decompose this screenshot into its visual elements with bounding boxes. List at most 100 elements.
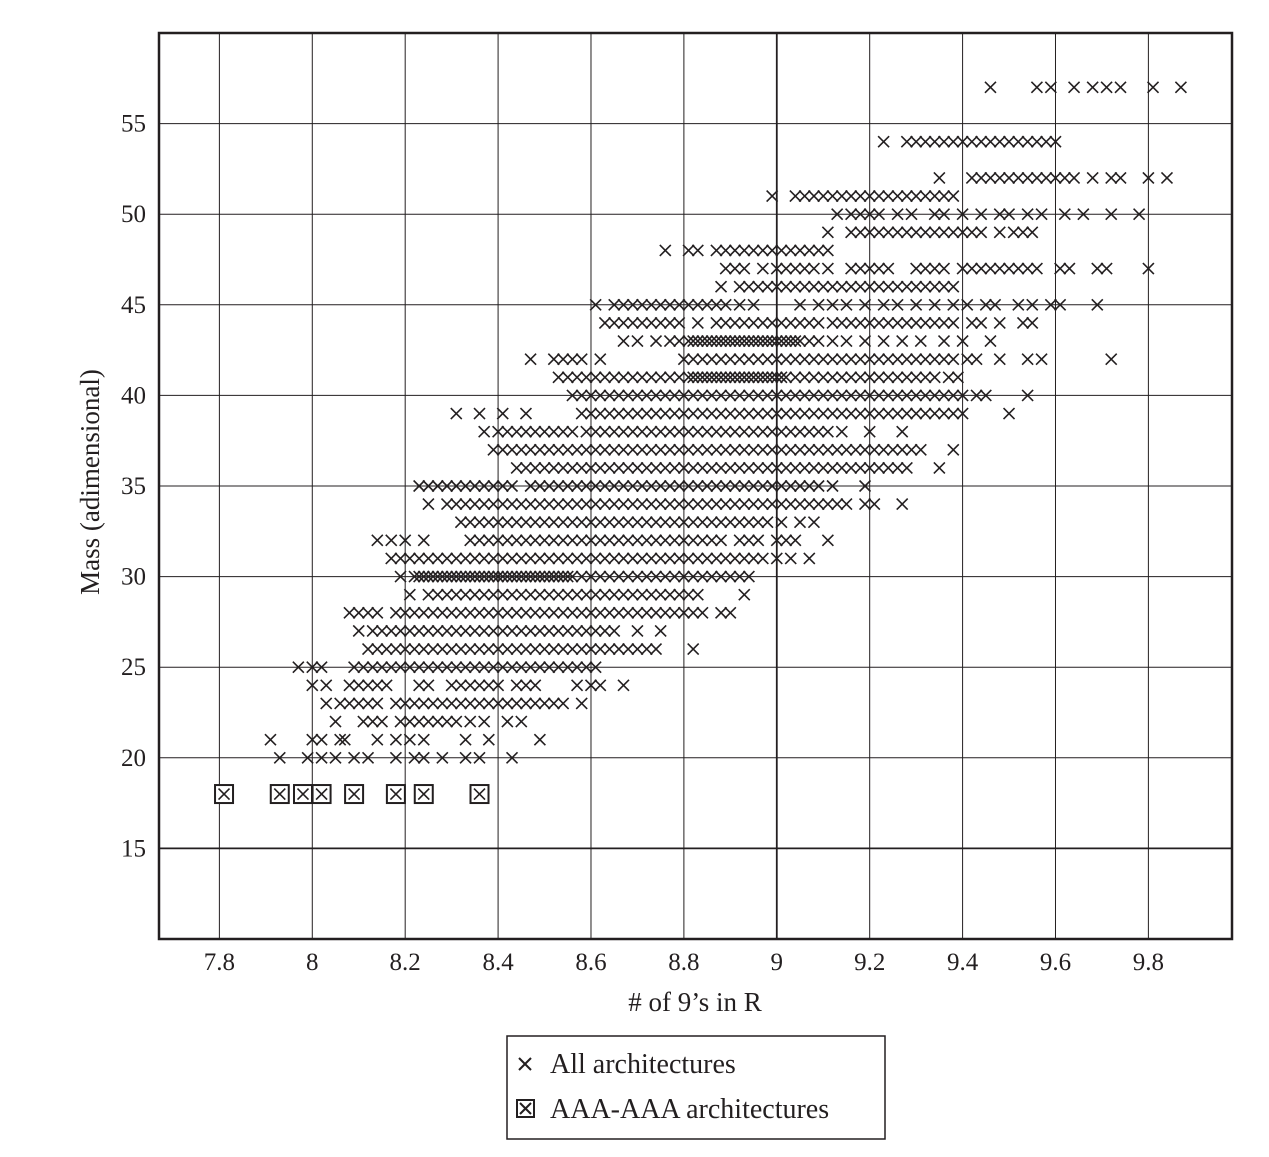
architecture-point [654,298,667,311]
architecture-point [719,443,732,456]
architecture-point [673,552,686,565]
architecture-point [426,606,440,619]
architecture-point [891,407,904,420]
architecture-point [608,443,621,456]
architecture-point [761,461,774,474]
architecture-point [515,588,528,601]
architecture-point [789,190,802,203]
architecture-point [793,244,807,257]
architecture-point [733,407,746,420]
architecture-point [352,697,365,710]
architecture-point [608,371,621,384]
architecture-point [775,498,788,511]
architecture-point [371,733,384,746]
architecture-point [431,715,444,728]
architecture-point [529,534,542,547]
architecture-point [701,552,714,565]
architecture-point [612,407,625,420]
architecture-point [598,552,611,565]
architecture-point [1012,171,1025,185]
architecture-point [552,624,565,638]
architecture-point [770,334,783,348]
architecture-point [919,226,932,239]
architecture-point [733,534,746,547]
architecture-point [928,280,941,293]
architecture-point [775,516,788,529]
architecture-point [580,443,593,456]
architecture-point [770,353,783,366]
architecture-point [738,425,751,438]
architecture-point [603,606,616,619]
architecture-point [422,498,435,511]
architecture-point [366,661,379,674]
architecture-point [338,733,351,746]
x-tick-label: 9.2 [854,949,885,976]
architecture-point [608,298,621,311]
architecture-point [547,570,560,583]
architecture-point [1105,171,1118,185]
architecture-point [747,425,760,438]
architecture-point [519,697,533,710]
architecture-point [445,570,458,583]
architecture-point [403,733,416,746]
legend-marker-boxed-x-icon [516,1099,535,1118]
architecture-point [464,643,477,656]
architecture-point [914,443,927,456]
architecture-point [394,570,407,583]
architecture-point [705,353,718,366]
architecture-point [640,407,653,420]
architecture-point [701,443,714,456]
architecture-point [937,316,951,329]
architecture-point [496,570,509,583]
architecture-point [320,697,333,710]
architecture-point [691,588,704,601]
architecture-point [845,208,858,221]
architecture-point [264,733,277,746]
architecture-point [431,570,444,583]
architecture-point [696,534,709,547]
architecture-point [1030,81,1043,94]
architecture-point [436,643,449,656]
architecture-point [575,516,588,529]
architecture-point [1012,262,1025,275]
architecture-point [845,316,858,329]
architecture-point [691,298,704,311]
architecture-point [687,516,700,529]
architecture-point [496,588,509,601]
architecture-point [863,190,876,203]
architecture-point [756,498,769,511]
architecture-point [831,498,844,511]
architecture-point [673,443,686,456]
architecture-point [654,425,667,438]
architecture-point [710,552,723,565]
architecture-point [496,661,509,674]
architecture-point [649,461,663,474]
architecture-point [482,570,495,583]
architecture-point [533,570,546,583]
architecture-point [501,697,514,710]
architecture-point [645,316,658,329]
architecture-point [515,443,528,456]
architecture-point [747,552,760,565]
x-tick-label: 9.6 [1040,949,1071,976]
architecture-point [594,643,607,656]
architecture-point [691,552,704,565]
architecture-point [826,280,839,293]
architecture-point [408,643,421,656]
architecture-point [538,606,551,619]
architecture-point [956,407,969,420]
architecture-point [622,534,635,547]
architecture-point [668,461,681,474]
architecture-point [431,624,444,638]
architecture-point [673,316,686,329]
architecture-point [766,479,779,493]
architecture-point [543,498,556,511]
architecture-point [784,334,797,348]
architecture-point [1105,208,1118,221]
architecture-point [510,534,523,547]
architecture-point [626,443,639,456]
architecture-point [937,334,951,348]
architecture-point [975,262,988,275]
architecture-point [459,624,472,638]
architecture-point [422,679,435,692]
